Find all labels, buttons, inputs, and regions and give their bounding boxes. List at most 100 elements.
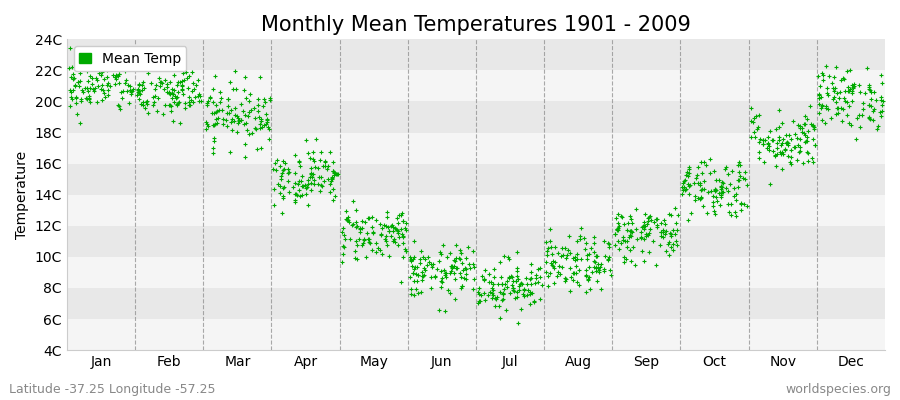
Point: [337, 225, 351, 231]
Point: [690, 172, 705, 178]
Point: [636, 219, 651, 225]
Point: [438, 274, 453, 280]
Point: [485, 286, 500, 293]
Point: [92, 70, 106, 76]
Point: [394, 230, 409, 237]
Point: [611, 225, 625, 232]
Point: [581, 250, 596, 257]
Point: [438, 270, 453, 276]
Point: [104, 63, 119, 70]
Point: [112, 106, 127, 112]
Point: [770, 140, 784, 146]
Point: [535, 282, 549, 288]
Point: [853, 124, 868, 130]
Point: [634, 235, 648, 241]
Point: [201, 98, 215, 104]
Point: [638, 211, 652, 218]
Point: [449, 265, 464, 271]
Point: [572, 233, 587, 239]
Point: [259, 111, 274, 117]
Point: [273, 162, 287, 169]
Point: [326, 186, 340, 192]
Point: [359, 254, 374, 260]
Point: [668, 230, 682, 237]
Point: [792, 149, 806, 155]
Point: [355, 224, 369, 231]
Point: [194, 92, 208, 99]
Point: [756, 141, 770, 147]
Point: [391, 228, 405, 234]
Point: [845, 90, 859, 96]
Point: [379, 233, 393, 239]
Point: [874, 94, 888, 100]
Point: [250, 96, 265, 102]
Point: [132, 88, 147, 94]
Point: [155, 80, 169, 86]
Point: [205, 145, 220, 152]
Point: [86, 88, 101, 94]
Point: [871, 123, 886, 129]
Point: [207, 110, 221, 116]
Point: [822, 73, 836, 80]
Point: [207, 73, 221, 79]
Point: [580, 251, 594, 258]
Point: [407, 278, 421, 284]
Point: [73, 70, 87, 76]
Point: [780, 140, 795, 146]
Point: [505, 282, 519, 288]
Point: [770, 151, 784, 157]
Point: [693, 180, 707, 186]
Point: [312, 188, 327, 194]
Point: [162, 102, 176, 109]
Point: [352, 236, 366, 242]
Point: [827, 88, 842, 94]
Point: [77, 85, 92, 91]
Point: [248, 124, 262, 131]
Point: [109, 72, 123, 78]
Point: [597, 268, 611, 274]
Point: [681, 190, 696, 197]
Point: [107, 73, 122, 80]
Point: [130, 92, 145, 98]
Point: [136, 101, 150, 108]
Point: [562, 250, 577, 256]
Point: [236, 108, 250, 114]
Point: [406, 270, 420, 276]
Point: [610, 210, 625, 217]
Point: [307, 176, 321, 183]
Point: [382, 224, 396, 230]
Point: [274, 210, 289, 216]
Point: [669, 238, 683, 244]
Point: [325, 176, 339, 182]
Point: [866, 116, 880, 123]
Point: [363, 240, 377, 247]
Point: [478, 297, 492, 303]
Point: [112, 80, 126, 86]
Point: [812, 101, 826, 107]
Point: [291, 181, 305, 187]
Point: [867, 89, 881, 95]
Point: [663, 212, 678, 218]
Point: [395, 210, 410, 216]
Point: [491, 303, 506, 310]
Point: [608, 231, 623, 238]
Point: [587, 264, 601, 270]
Point: [662, 230, 677, 236]
Point: [417, 254, 431, 260]
Point: [430, 266, 445, 272]
Point: [616, 234, 630, 240]
Point: [70, 111, 85, 118]
Point: [738, 169, 752, 175]
Point: [200, 121, 214, 128]
Point: [269, 167, 284, 174]
Point: [694, 194, 708, 200]
Point: [410, 272, 425, 278]
Point: [528, 280, 543, 286]
Point: [288, 191, 302, 197]
Point: [523, 291, 537, 297]
Point: [404, 257, 419, 264]
Point: [304, 174, 319, 181]
Point: [213, 99, 228, 105]
Point: [301, 202, 315, 208]
Point: [621, 220, 635, 226]
